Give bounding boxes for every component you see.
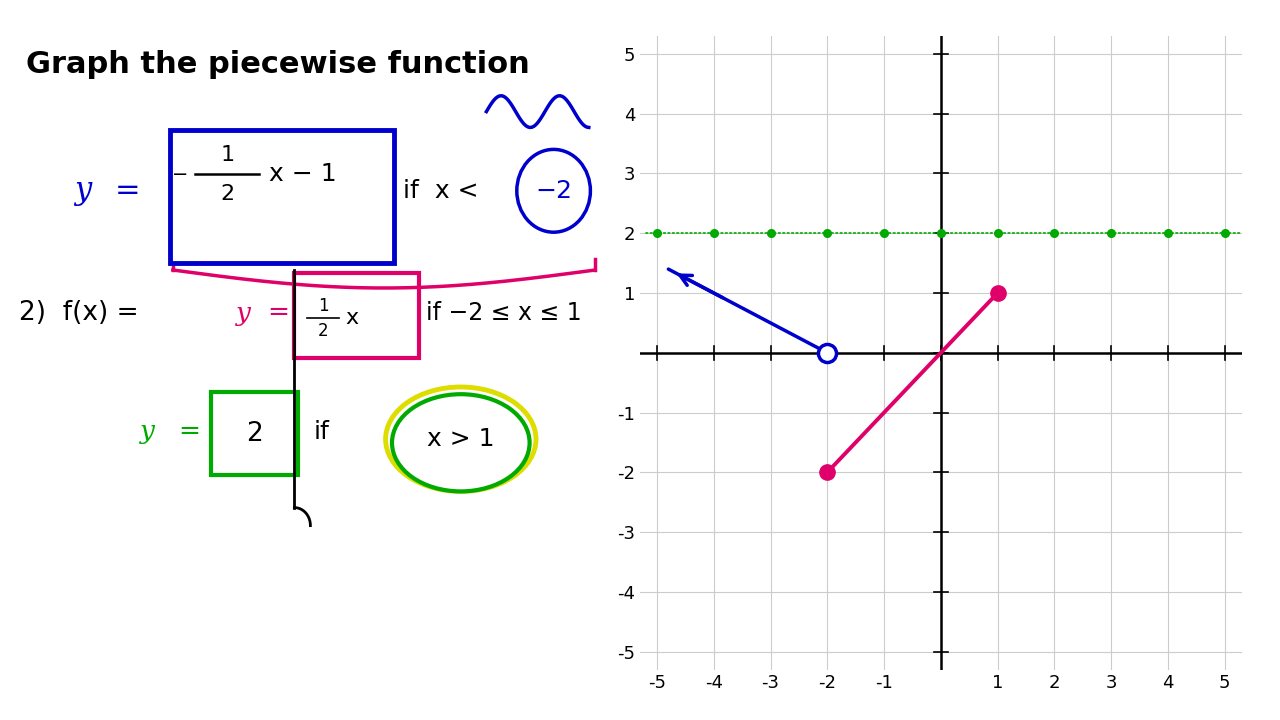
Text: =: = <box>178 419 200 445</box>
Text: y: y <box>74 175 92 207</box>
Text: if  x <: if x < <box>403 179 479 203</box>
Text: −2: −2 <box>535 179 572 203</box>
Text: if −2 ≤ x ≤ 1: if −2 ≤ x ≤ 1 <box>425 301 581 325</box>
Text: 1: 1 <box>220 145 234 165</box>
Text: 2: 2 <box>317 323 329 340</box>
Text: −: − <box>173 165 189 184</box>
Ellipse shape <box>392 395 530 491</box>
Text: if: if <box>314 420 329 444</box>
Text: x > 1: x > 1 <box>428 427 494 451</box>
Text: Graph the piecewise function: Graph the piecewise function <box>26 50 530 79</box>
Text: 1: 1 <box>317 297 329 315</box>
Text: y: y <box>140 420 155 444</box>
FancyBboxPatch shape <box>294 273 420 358</box>
Ellipse shape <box>517 149 590 232</box>
Text: x: x <box>346 308 358 328</box>
Text: 2)  f(x) =: 2) f(x) = <box>19 300 138 326</box>
Text: y: y <box>236 301 251 325</box>
FancyBboxPatch shape <box>211 392 298 475</box>
Text: x − 1: x − 1 <box>269 162 337 186</box>
Text: =: = <box>115 176 141 205</box>
Text: 2: 2 <box>220 184 234 204</box>
Ellipse shape <box>385 387 536 491</box>
Text: =: = <box>268 300 289 326</box>
Text: 2: 2 <box>246 421 262 447</box>
FancyBboxPatch shape <box>170 130 394 263</box>
